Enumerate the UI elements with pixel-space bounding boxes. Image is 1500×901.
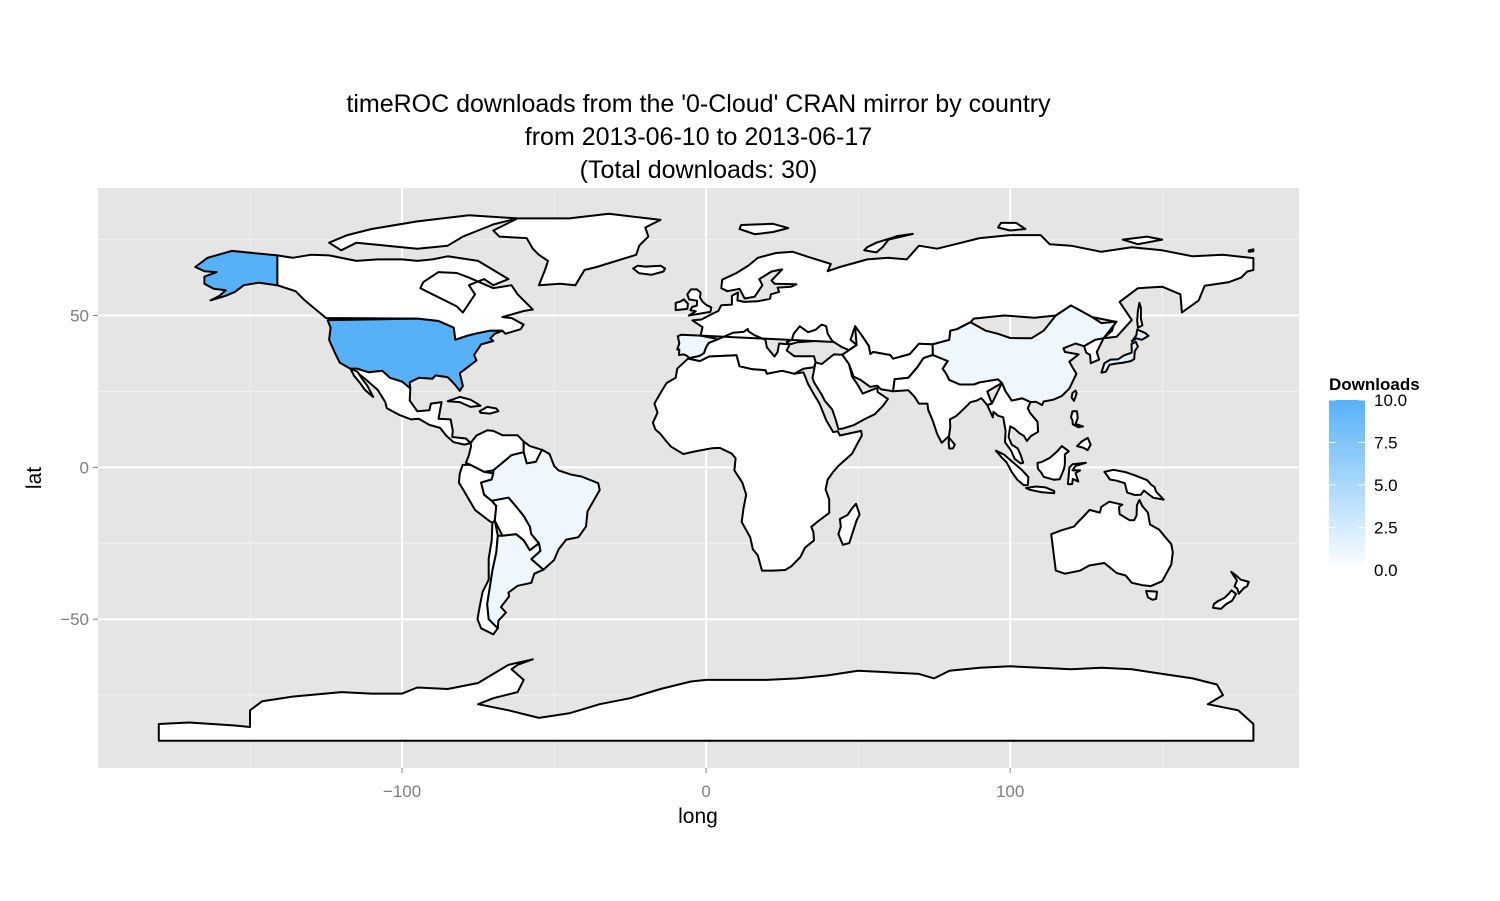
legend-tick-label: 0.0 (1374, 561, 1398, 580)
tasmania (1145, 590, 1158, 601)
new-siberian-islands (1121, 235, 1164, 246)
legend-title: Downloads (1329, 375, 1420, 394)
great-britain (686, 288, 713, 317)
china-region (931, 304, 1118, 407)
cuba (446, 395, 482, 408)
chart-title-line-1: timeROC downloads from the '0-Cloud' CRA… (346, 90, 1051, 118)
land-masses (157, 212, 1255, 742)
arabian-peninsula (811, 353, 889, 431)
japan-region (1100, 340, 1139, 374)
hispaniola (478, 405, 500, 415)
sakhalin (1136, 301, 1144, 329)
java (1025, 485, 1056, 495)
new-zealand-north (1230, 570, 1250, 595)
borneo (1036, 445, 1070, 481)
iceland (632, 264, 667, 276)
legend-tick-label: 7.5 (1374, 434, 1398, 453)
x-axis-title: long (678, 805, 718, 828)
madagascar (837, 502, 861, 546)
legend-tick-label: 5.0 (1374, 476, 1398, 495)
wrangel-island (1247, 248, 1255, 253)
brazil-region (480, 448, 601, 571)
x-tick-label: 0 (701, 782, 710, 801)
australia-region (1050, 498, 1174, 588)
chart-title-line-3: (Total downloads: 30) (579, 156, 818, 184)
svalbard (738, 222, 790, 236)
baja-california (349, 367, 375, 398)
x-tick-label: 100 (996, 782, 1024, 801)
antarctica-region (157, 658, 1255, 742)
philippines-mindanao (1076, 436, 1092, 452)
hokkaido (1130, 328, 1150, 343)
greenland-region (492, 212, 662, 287)
canadian-arctic-islands (328, 214, 519, 252)
sri-lanka (947, 436, 956, 450)
chart-title-line-2: from 2013-06-10 to 2013-06-17 (524, 123, 873, 151)
chart-title: timeROC downloads from the '0-Cloud' CRA… (98, 88, 1299, 187)
y-tick-label: −50 (60, 610, 89, 629)
sulawesi (1066, 461, 1087, 486)
sumatra (994, 449, 1030, 487)
x-tick-label: −100 (383, 782, 421, 801)
new-guinea (1103, 468, 1165, 501)
legend-ticks: 0.0 2.5 5.0 7.5 10.0 (1329, 391, 1407, 580)
mexico-central-america (349, 367, 472, 446)
philippines-luzon (1070, 410, 1085, 429)
y-tick-label: 50 (70, 307, 89, 326)
axes: −100 0 100 −50 0 50 (60, 307, 1024, 801)
argentina-uruguay-region (486, 533, 545, 630)
novaya-zemlya (863, 232, 914, 254)
new-zealand-south (1212, 589, 1238, 610)
korea (1083, 337, 1105, 365)
southeast-asia (986, 382, 1040, 465)
taiwan (1070, 389, 1078, 402)
severnaya-zemlya (997, 221, 1027, 232)
y-tick-label: 0 (80, 458, 89, 477)
y-axis-title: lat (23, 467, 46, 489)
legend: Downloads 0.0 2.5 5.0 7.5 10.0 (1329, 375, 1420, 580)
legend-tick-label: 2.5 (1374, 519, 1398, 538)
africa-region (651, 354, 863, 572)
ireland (674, 298, 689, 312)
legend-tick-label: 10.0 (1374, 391, 1407, 410)
